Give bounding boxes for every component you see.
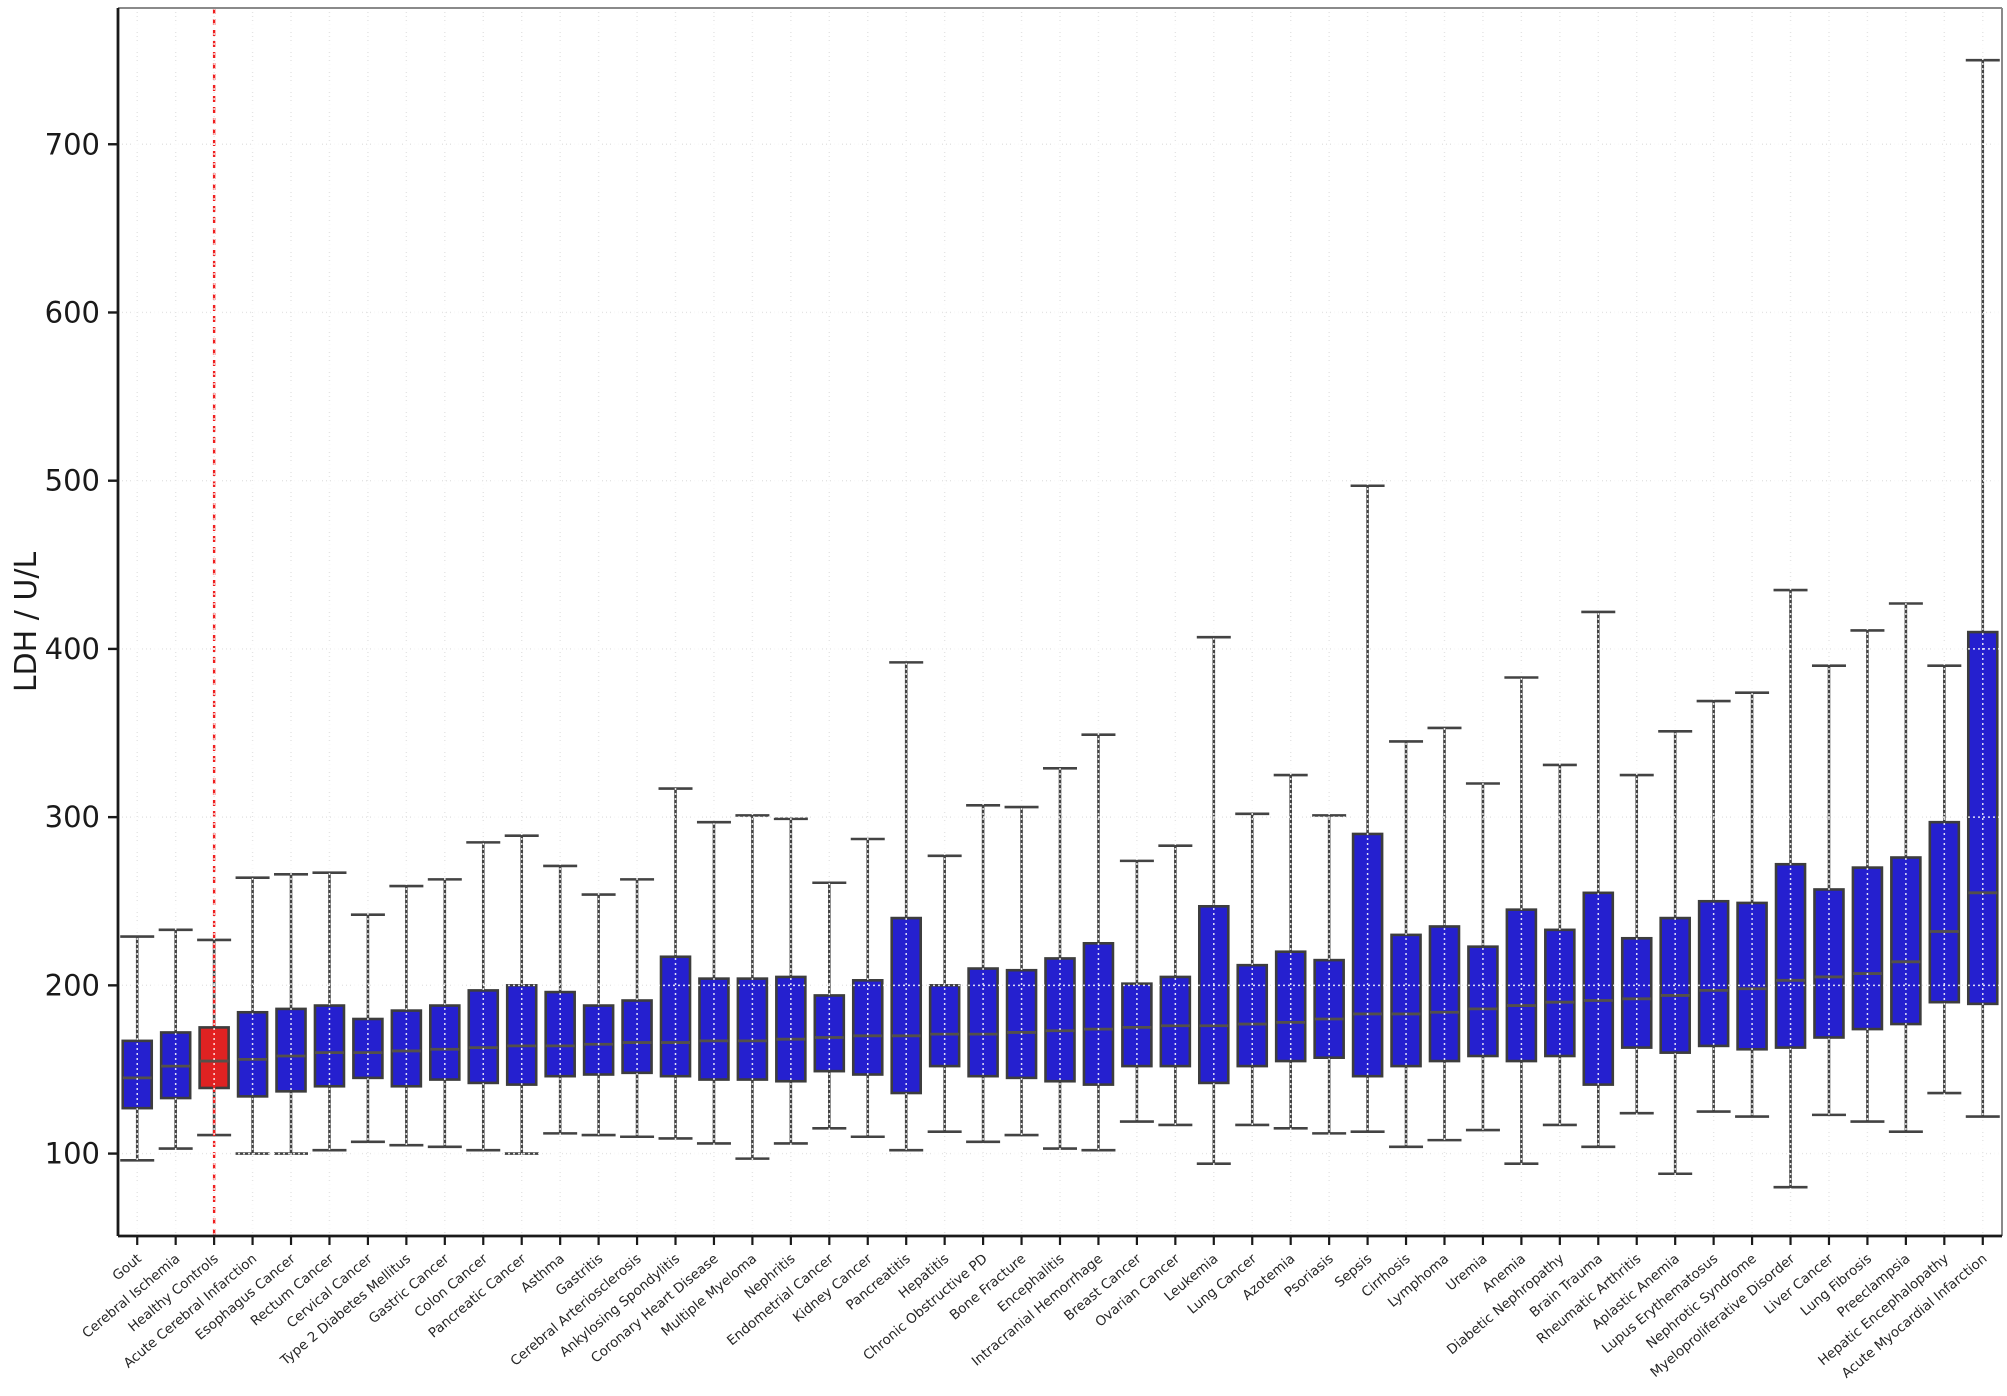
medians-layer bbox=[122, 891, 1998, 1080]
box-lung-cancer bbox=[1236, 963, 1269, 1068]
y-tick-label: 700 bbox=[45, 127, 100, 161]
box-ankylosing-spondylitis bbox=[659, 955, 692, 1078]
box-hepatic-encephalopathy bbox=[1928, 820, 1961, 1004]
y-tick-label: 200 bbox=[45, 968, 100, 1002]
y-tick-label: 600 bbox=[45, 295, 100, 329]
box-preeclampsia bbox=[1890, 856, 1922, 1026]
box-myeloproliferative-disorder bbox=[1774, 862, 1807, 1049]
boxes-layer bbox=[121, 630, 1999, 1110]
overlay-grid-layer bbox=[118, 8, 2002, 1236]
box-colon-cancer bbox=[467, 989, 500, 1085]
y-axis-label: LDH / U/L bbox=[9, 552, 44, 693]
y-tick-label: 100 bbox=[45, 1137, 100, 1171]
y-tick-label: 500 bbox=[45, 464, 100, 498]
box-kidney-cancer bbox=[851, 979, 884, 1076]
box-acute-cerebral-infarction bbox=[236, 1010, 269, 1098]
y-tick-label: 300 bbox=[45, 800, 100, 834]
axes-layer bbox=[108, 7, 2003, 1245]
box-ovarian-cancer bbox=[1159, 975, 1192, 1068]
box-esophagus-cancer bbox=[275, 1007, 307, 1093]
box-cerebral-arteriosclerosis bbox=[621, 999, 653, 1075]
grid-layer bbox=[118, 8, 2002, 1236]
y-tick-label: 400 bbox=[45, 632, 100, 666]
